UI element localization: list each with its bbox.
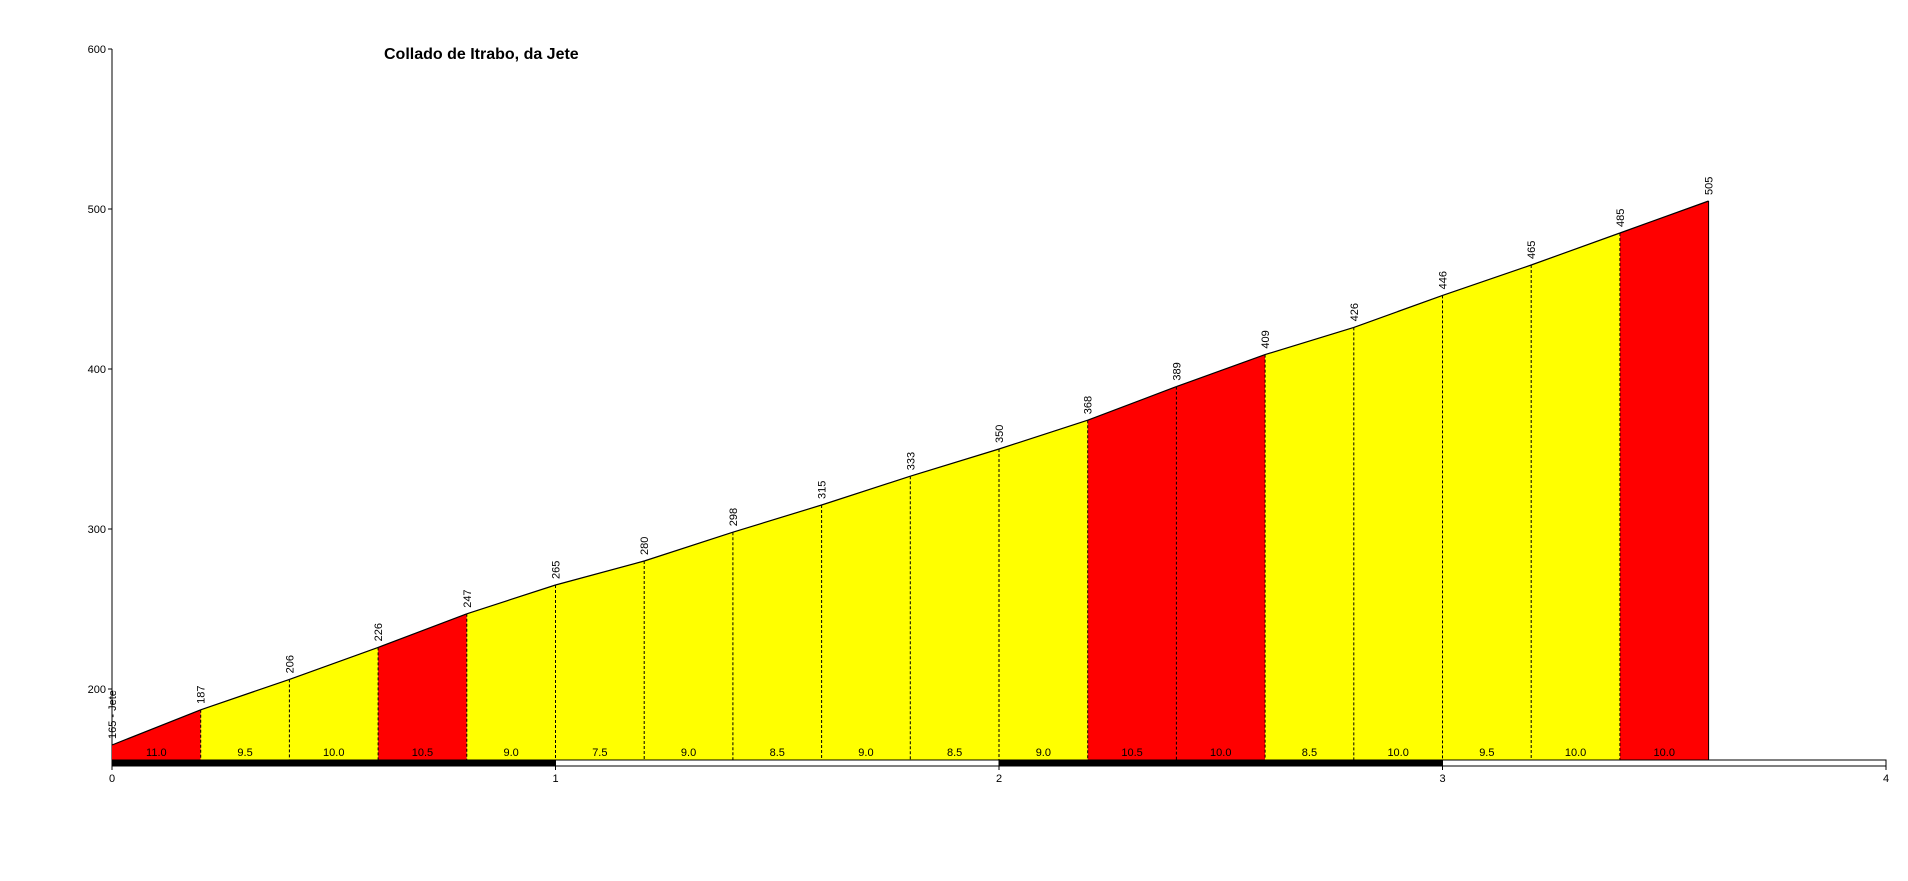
profile-segment [1442,265,1532,760]
profile-line [1176,354,1266,388]
profile-segments [111,200,1709,760]
profile-segment [466,585,556,760]
profile-line [289,646,379,680]
elevation-label: 265 [551,561,563,579]
elevation-label: 226 [373,623,385,641]
profile-segment [1087,386,1177,760]
profile-line [466,584,556,615]
gradient-label: 8.5 [770,747,785,759]
gradient-labels: 11.0 9.5 10.0 10.5 9.0 7.5 9.0 8.5 9.0 8.5 9.0 10.5… [146,747,1675,759]
gradient-label: 8.5 [947,747,962,759]
profile-line [910,448,1000,477]
elevation-label: 446 [1438,271,1450,289]
x-tick-label: 1 [552,773,558,785]
profile-segment [644,532,733,760]
y-tick-label: 400 [88,364,106,376]
x-tick-label: 3 [1439,773,1445,785]
profile-segment [1265,327,1354,760]
gradient-label: 10.5 [1121,747,1142,759]
elevation-label: 187 [196,685,208,703]
x-tick-label: 2 [996,773,1002,785]
gradient-label: 10.0 [1210,747,1231,759]
gradient-label: 10.0 [323,747,344,759]
elevation-label: 333 [905,452,917,470]
km-bar-block [111,759,556,767]
profile-line [1087,386,1177,421]
gradient-label: 7.5 [592,747,607,759]
profile-segment [732,505,822,760]
elevation-label: 165 - Jete [107,690,119,739]
gradient-label: 9.0 [1036,747,1051,759]
gradient-label: 10.0 [1387,747,1408,759]
y-tick-label: 300 [88,524,106,536]
profile-line [1530,232,1621,266]
km-scale-bar [111,759,1887,767]
y-axis: 200 300 400 500 600 [88,44,113,760]
x-tick-label: 0 [109,773,115,785]
km-bar-block [555,759,1000,767]
profile-segment [999,420,1088,760]
elevation-label: 247 [462,589,474,607]
y-tick-label: 200 [88,684,106,696]
km-bar-block [1442,759,1887,767]
x-tick-label: 4 [1883,773,1889,785]
elevation-label: 315 [817,481,829,499]
elevation-labels: 165 - Jete 187 206 226 247 265 280 298 315 333 350… [107,177,1716,739]
profile-segment [378,613,467,760]
profile-line [821,475,911,506]
profile-segment [1531,233,1620,760]
gradient-label: 11.0 [146,747,167,759]
elevation-label: 368 [1083,396,1095,414]
elevation-label: 298 [728,508,740,526]
elevation-label: 389 [1171,362,1183,380]
gradient-label: 10.0 [1565,747,1586,759]
gradient-label: 9.5 [1479,747,1494,759]
profile-line [200,678,290,711]
profile-segment [1353,295,1443,760]
chart-title: Collado de Itrabo, da Jete [384,46,579,63]
gradient-label: 9.0 [858,747,873,759]
profile-line [377,613,468,648]
km-bar-block [998,759,1443,767]
elevation-label: 206 [284,655,296,673]
profile-segment [1619,201,1709,760]
profile-line [1619,200,1709,234]
profile-segment [821,476,911,760]
profile-line [1264,326,1354,356]
profile-segment [289,647,379,760]
profile-line [555,560,645,586]
gradient-label: 10.5 [412,747,433,759]
profile-segment [1176,354,1266,760]
gradient-label: 9.0 [681,747,696,759]
elevation-label: 280 [639,537,651,555]
profile-segment [112,709,201,760]
segment-dividers [200,201,1710,760]
elevation-label: 409 [1260,330,1272,348]
elevation-label: 426 [1349,303,1361,321]
elevation-label: 350 [994,425,1006,443]
profile-segment [200,679,290,760]
profile-line [998,419,1088,450]
profile-line [1442,264,1532,296]
profile-segment [910,449,999,760]
x-axis: 0 1 2 3 4 [109,766,1889,785]
gradient-label: 9.0 [504,747,519,759]
y-tick-label: 600 [88,44,106,56]
elevation-label: 465 [1526,241,1538,259]
y-tick-label: 500 [88,204,106,216]
gradient-label: 9.5 [237,747,252,759]
profile-line [644,531,734,562]
profile-line [1353,294,1443,328]
profile-line [111,709,201,746]
elevation-label: 505 [1704,177,1716,195]
gradient-label: 10.0 [1654,747,1675,759]
profile-segment [555,561,645,760]
gradient-label: 8.5 [1302,747,1317,759]
elevation-label: 485 [1615,209,1627,227]
profile-line [732,504,822,533]
